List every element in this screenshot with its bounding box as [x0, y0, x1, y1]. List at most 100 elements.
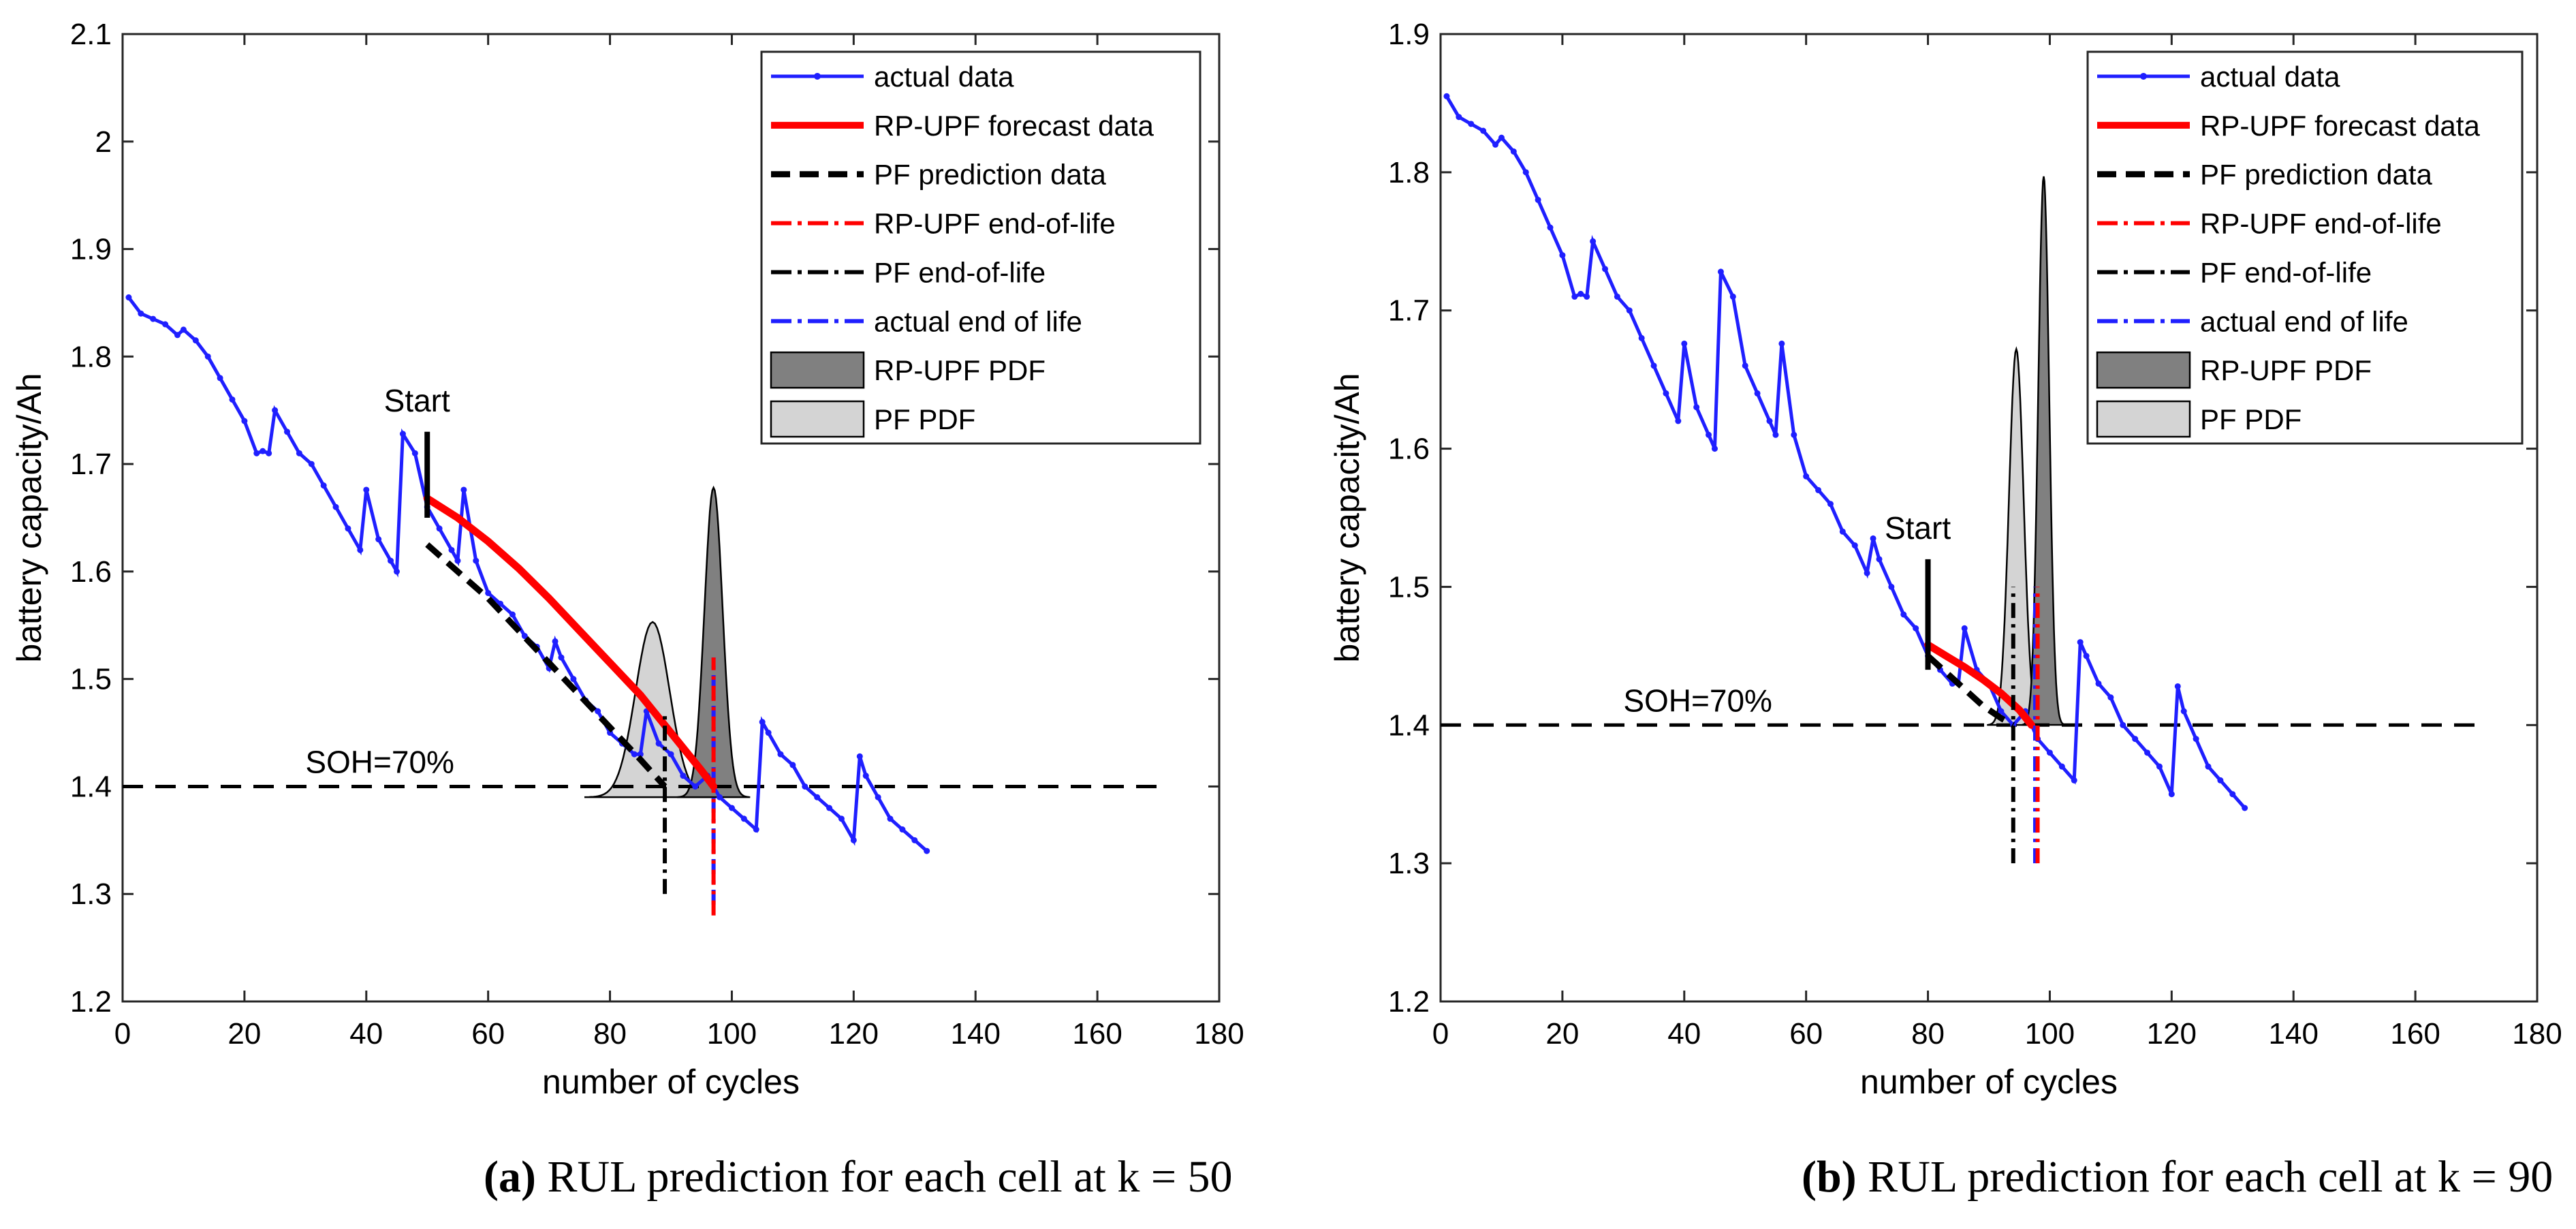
actual-data-point: [1961, 625, 1968, 632]
x-tick-label: 60: [471, 1017, 505, 1051]
legend-label: actual data: [2200, 61, 2340, 93]
actual-data-point: [692, 783, 699, 790]
actual-data-point: [2071, 777, 2077, 783]
actual-data-point: [667, 751, 674, 758]
pdf-rp-upf-pdf: [2022, 176, 2066, 726]
actual-data-point: [1480, 127, 1487, 134]
legend-label: RP-UPF end-of-life: [874, 208, 1116, 240]
series-pf-prediction-data: [1926, 653, 2015, 728]
actual-data-point: [241, 418, 248, 424]
actual-data-point: [388, 557, 394, 564]
actual-data-point: [1791, 431, 1797, 438]
actual-data-point: [521, 633, 528, 640]
actual-data-point: [308, 461, 315, 467]
actual-data-point: [802, 783, 808, 790]
actual-data-point: [1602, 266, 1608, 273]
x-tick-label: 120: [829, 1017, 879, 1051]
actual-data-point: [838, 815, 845, 822]
actual-data-point: [1851, 542, 1858, 549]
y-tick-label: 1.6: [70, 555, 112, 589]
legend: actual data RP-UPF forecast data PF predic…: [760, 50, 1201, 445]
actual-data-point: [2156, 763, 2163, 770]
actual-data-point: [1870, 535, 1876, 542]
actual-data-point: [1590, 238, 1597, 245]
actual-data-point: [1498, 134, 1505, 141]
actual-data-point: [2217, 777, 2224, 783]
x-tick-label: 180: [2512, 1017, 2562, 1051]
actual-data-point: [448, 546, 455, 553]
x-axis-label: number of cycles: [1860, 1063, 2118, 1101]
legend-label: actual data: [874, 61, 1014, 93]
x-tick-label: 40: [1667, 1017, 1701, 1051]
actual-data-point: [1675, 418, 1682, 424]
y-tick-label: 1.5: [70, 663, 112, 696]
actual-data-point: [850, 837, 857, 843]
legend-label: actual end of life: [2200, 305, 2408, 337]
actual-data-point: [125, 294, 132, 301]
actual-data-point: [2205, 763, 2212, 770]
x-tick-label: 20: [227, 1017, 261, 1051]
caption-a: (a) RUL prediction for each cell at k = …: [484, 1151, 1233, 1203]
actual-data-point: [2095, 680, 2102, 687]
y-tick-label: 1.3: [70, 877, 112, 911]
series-rp-upf-forecast-data: [423, 495, 718, 790]
actual-data-point: [1663, 390, 1669, 396]
actual-data-point: [1766, 418, 1773, 424]
x-tick-label: 140: [951, 1017, 1001, 1051]
y-tick-label: 2: [95, 125, 112, 159]
x-tick-label: 160: [1072, 1017, 1122, 1051]
actual-data-point: [473, 557, 480, 564]
actual-data-point: [1650, 362, 1657, 369]
actual-data-point: [740, 815, 747, 822]
legend-label: actual end of life: [874, 305, 1082, 337]
caption-a-letter: (a): [484, 1152, 536, 1202]
actual-data-point: [1571, 293, 1578, 300]
legend-swatch-pf-pdf: [770, 400, 865, 438]
actual-data-point: [266, 450, 272, 456]
actual-data-point: [826, 805, 833, 811]
actual-data-point: [1815, 486, 1822, 493]
actual-data-point: [1876, 556, 1883, 563]
actual-data-point: [655, 740, 662, 747]
actual-data-point: [1547, 224, 1554, 231]
actual-data-point: [777, 751, 784, 758]
actual-data-point: [485, 589, 492, 596]
actual-data-point: [2174, 683, 2181, 689]
actual-data-point: [253, 450, 260, 456]
y-tick-label: 1.9: [1388, 18, 1430, 51]
actual-data-point: [2229, 791, 2236, 798]
y-tick-label: 1.2: [70, 985, 112, 1018]
actual-data-point: [1742, 362, 1748, 369]
start-label: Start: [384, 383, 450, 418]
actual-data-point: [1712, 446, 1718, 452]
actual-data-point: [162, 321, 169, 328]
actual-data-point: [2077, 639, 2084, 646]
actual-data-point: [1626, 307, 1633, 314]
actual-data-point: [2058, 763, 2065, 770]
actual-data-point: [2193, 736, 2199, 743]
actual-data-point: [717, 794, 723, 800]
y-tick-label: 1.2: [1388, 985, 1430, 1018]
actual-data-point: [150, 315, 157, 322]
actual-data-point: [1827, 501, 1834, 508]
y-tick-label: 1.3: [1388, 847, 1430, 880]
caption-a-text: RUL prediction for each cell at k = 50: [535, 1152, 1233, 1202]
actual-data-point: [1772, 431, 1779, 438]
chart-panel-b: 0 20 40 60 80 100 120 140 160 180 1.2 1.3 1.4 1.5 1.6 1…: [1328, 18, 2562, 1101]
x-tick-label: 180: [1194, 1017, 1244, 1051]
actual-data-point: [759, 719, 766, 726]
y-axis-label: battery capacity/Ah: [1328, 373, 1366, 662]
actual-data-point: [1888, 583, 1895, 590]
actual-data-point: [1839, 528, 1846, 535]
y-axis-label: battery capacity/Ah: [10, 373, 48, 662]
actual-data-point: [2132, 736, 2139, 743]
legend-label: PF prediction data: [874, 159, 1107, 191]
actual-data-point: [911, 837, 918, 843]
actual-data-point: [1681, 340, 1688, 347]
actual-data-point: [454, 557, 461, 564]
legend-marker: [814, 72, 821, 80]
actual-data-point: [680, 773, 687, 779]
actual-data-point: [2168, 791, 2175, 798]
legend-label: RP-UPF forecast data: [874, 110, 1154, 142]
actual-data-point: [1577, 290, 1584, 297]
